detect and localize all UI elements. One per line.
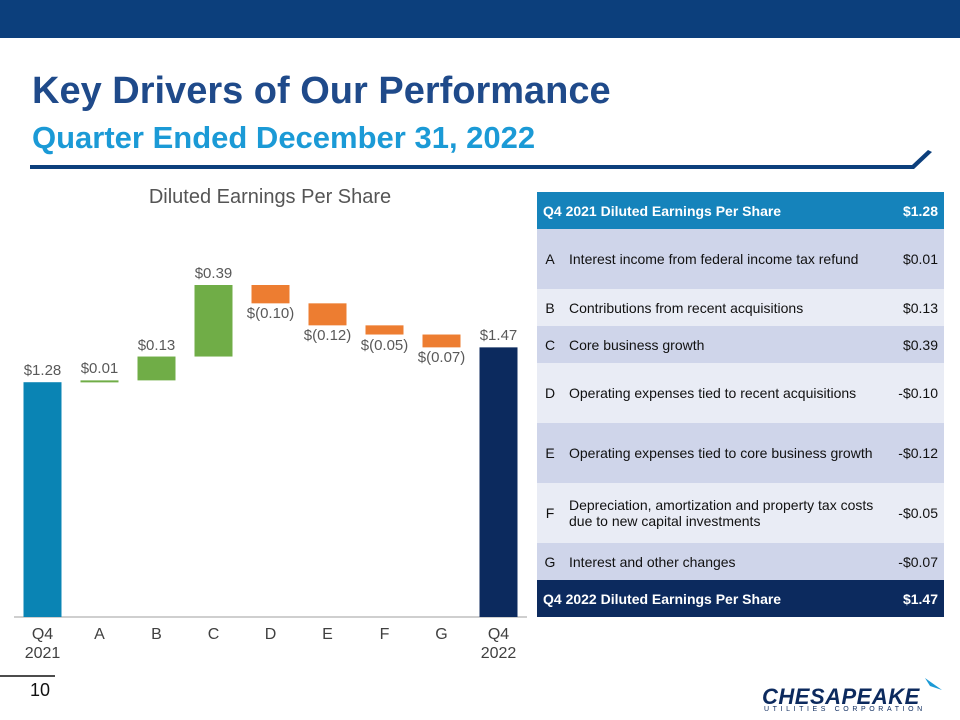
table-cell: -$0.12	[892, 423, 944, 483]
table-cell: -$0.05	[892, 483, 944, 543]
top-banner	[0, 0, 960, 38]
table-cell: C	[537, 326, 563, 363]
drivers-table: Q4 2021 Diluted Earnings Per Share $1.28 A…	[537, 192, 944, 617]
value-label: $(0.12)	[303, 327, 352, 345]
table-row: Q4 2022 Diluted Earnings Per Share $1.47	[537, 580, 944, 617]
table-cell: $0.01	[892, 229, 944, 289]
value-label: $1.28	[23, 362, 62, 380]
x-tick-label: E	[322, 626, 333, 643]
bar	[194, 285, 233, 357]
x-tick-label: D	[264, 626, 277, 643]
value-label: $(0.05)	[360, 336, 409, 354]
bar	[308, 303, 347, 326]
x-tick-label: Q4 2022	[480, 626, 517, 662]
table-cell: E	[537, 423, 563, 483]
value-label: $0.39	[194, 265, 233, 282]
table-row: D Operating expenses tied to recent acqui…	[537, 363, 944, 423]
bar	[479, 347, 518, 617]
table-row: B Contributions from recent acquisitions $…	[537, 289, 944, 326]
table-cell: B	[537, 289, 563, 326]
table-row: Q4 2021 Diluted Earnings Per Share $1.28	[537, 192, 944, 229]
x-tick-label: C	[207, 626, 220, 643]
subtitle: Quarter Ended December 31, 2022	[32, 120, 536, 155]
table-row: F Depreciation, amortization and property…	[537, 483, 944, 543]
table-cell: Interest income from federal income tax …	[563, 229, 893, 289]
logo-tagline: UTILITIES CORPORATION	[764, 706, 926, 713]
bar	[23, 382, 62, 617]
page-number: 10	[30, 680, 51, 700]
table-cell: A	[537, 229, 563, 289]
bar	[422, 334, 461, 348]
x-tick-label: G	[435, 626, 448, 643]
table-cell: D	[537, 363, 563, 423]
x-tick-label: A	[94, 626, 105, 643]
chart-title: Diluted Earnings Per Share	[148, 186, 392, 208]
logo-swoosh	[925, 678, 942, 690]
value-label: $(0.10)	[246, 305, 295, 323]
table-cell: -$0.10	[892, 363, 944, 423]
table-cell: $1.28	[902, 202, 938, 219]
table-row: A Interest income from federal income tax…	[537, 229, 944, 289]
bar	[137, 356, 176, 381]
table-cell: Interest and other changes	[563, 543, 893, 580]
table-cell: $0.13	[892, 289, 944, 326]
value-label: $0.01	[80, 360, 119, 378]
table-cell: Contributions from recent acquisitions	[563, 289, 893, 326]
table-cell: Operating expenses tied to core business…	[563, 423, 893, 483]
table-cell: G	[537, 543, 563, 580]
bar	[80, 380, 119, 383]
value-label: $1.47	[479, 327, 518, 345]
table-row: C Core business growth $0.39	[537, 326, 944, 363]
title: Key Drivers of Our Performance	[32, 70, 611, 112]
bar	[365, 325, 404, 335]
value-label: $(0.07)	[417, 349, 466, 367]
x-tick-label: F	[379, 626, 390, 643]
table-cell: -$0.07	[892, 543, 944, 580]
table-cell: F	[537, 483, 563, 543]
table-cell: $1.47	[902, 590, 938, 607]
table-cell: Operating expenses tied to recent acquis…	[563, 363, 893, 423]
table-row: E Operating expenses tied to core busines…	[537, 423, 944, 483]
bar	[251, 285, 290, 304]
table-cell: $0.39	[892, 326, 944, 363]
table-row: G Interest and other changes -$0.07	[537, 543, 944, 580]
table-cell: Core business growth	[563, 326, 893, 363]
logo-name: CHESAPEAKE	[762, 684, 920, 709]
x-tick-label: B	[151, 626, 162, 643]
value-label: $0.13	[137, 336, 176, 354]
title-rule	[30, 150, 932, 169]
table-cell: Q4 2022 Diluted Earnings Per Share	[543, 590, 782, 607]
x-tick-label: Q4 2021	[24, 626, 61, 662]
table-cell: Q4 2021 Diluted Earnings Per Share	[543, 202, 782, 219]
table-cell: Depreciation, amortization and property …	[563, 483, 893, 543]
